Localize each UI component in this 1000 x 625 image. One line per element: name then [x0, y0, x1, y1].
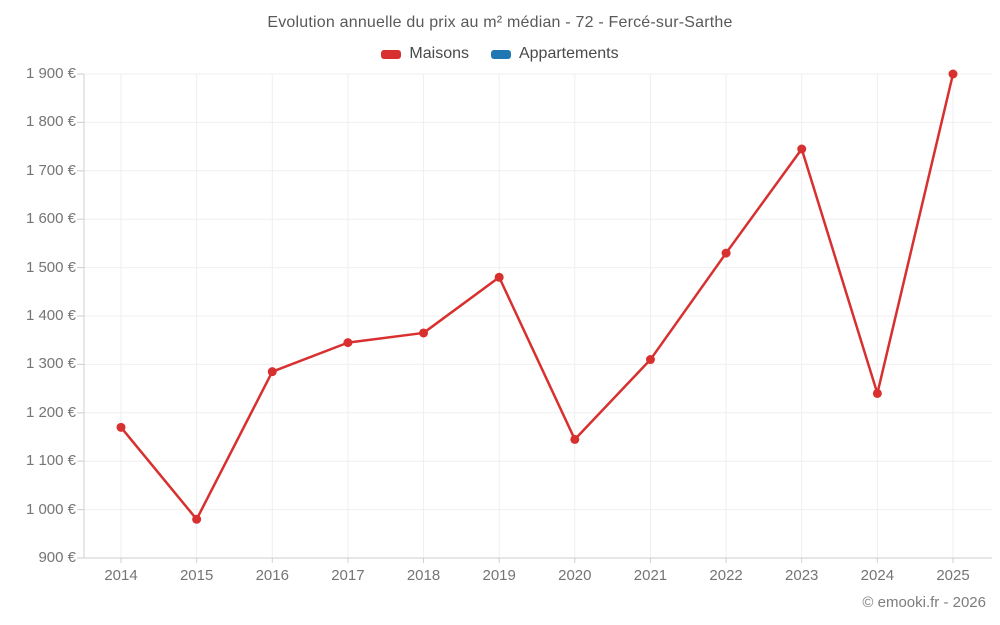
x-axis-label: 2022 — [709, 567, 743, 584]
y-axis-label: 1 500 € — [25, 258, 76, 276]
x-axis-label: 2015 — [179, 567, 214, 584]
y-axis-label: 1 600 € — [25, 210, 76, 228]
y-axis-label: 1 100 € — [25, 452, 76, 470]
x-axis-label: 2023 — [785, 567, 819, 584]
y-axis-label: 900 € — [38, 549, 76, 566]
data-point[interactable] — [645, 355, 655, 365]
data-point[interactable] — [192, 514, 202, 524]
copyright-text: © emooki.fr - 2026 — [862, 594, 986, 611]
x-axis-label: 2020 — [558, 567, 592, 584]
data-point[interactable] — [570, 434, 580, 444]
y-axis-label: 1 700 € — [25, 161, 76, 179]
x-axis-label: 2016 — [255, 567, 289, 584]
legend-item-appartements[interactable]: Appartements — [490, 45, 619, 63]
y-axis-label: 1 900 € — [25, 65, 76, 82]
data-point[interactable] — [116, 422, 126, 432]
data-point[interactable] — [797, 144, 807, 154]
data-point[interactable] — [948, 69, 958, 79]
data-point[interactable] — [267, 367, 277, 377]
y-axis-label: 1 200 € — [25, 403, 76, 421]
maisons-series-swatch-icon — [381, 49, 402, 59]
y-axis-label: 1 300 € — [25, 355, 76, 373]
x-axis-label: 2014 — [104, 567, 138, 584]
data-point[interactable] — [721, 248, 731, 258]
legend-item-maisons[interactable]: Maisons — [381, 45, 469, 63]
y-axis-label: 1 000 € — [25, 500, 76, 518]
legend-label-maisons: Maisons — [409, 45, 469, 62]
legend-label-appartements: Appartements — [518, 45, 619, 62]
y-axis-label: 1 800 € — [25, 113, 76, 131]
x-axis-label: 2018 — [406, 567, 441, 584]
data-point[interactable] — [419, 328, 429, 338]
data-point[interactable] — [872, 388, 882, 398]
data-point[interactable] — [494, 272, 504, 282]
chart-legend: Maisons Appartements — [0, 45, 1000, 63]
appartements-series-swatch-icon — [490, 49, 511, 59]
series-line-maisons — [120, 73, 955, 521]
x-axis-label: 2017 — [331, 567, 365, 584]
y-axis-label: 1 400 € — [25, 307, 76, 324]
x-axis-label: 2021 — [633, 567, 668, 584]
x-axis-label: 2019 — [482, 567, 516, 584]
x-axis-label: 2025 — [936, 567, 970, 584]
chart-title: Evolution annuelle du prix au m² médian … — [267, 14, 733, 31]
x-axis-label: 2024 — [860, 567, 895, 584]
data-point[interactable] — [343, 338, 353, 348]
